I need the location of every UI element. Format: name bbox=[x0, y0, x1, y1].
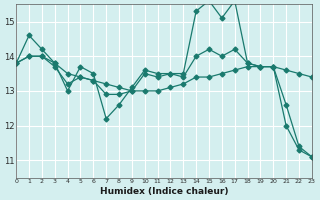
X-axis label: Humidex (Indice chaleur): Humidex (Indice chaleur) bbox=[100, 187, 228, 196]
